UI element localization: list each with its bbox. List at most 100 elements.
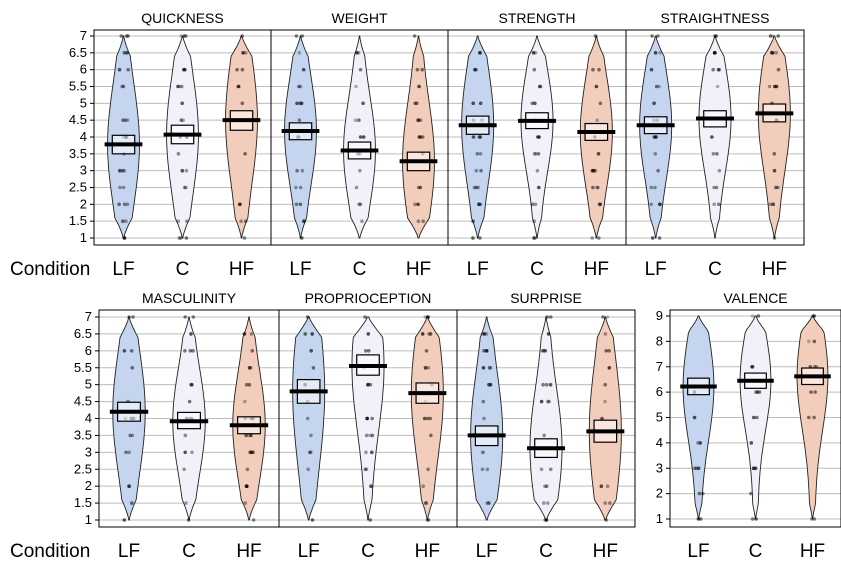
data-point (657, 202, 662, 207)
data-point (357, 202, 361, 207)
category-label: HF (229, 259, 254, 280)
data-point (717, 67, 721, 72)
data-point (294, 185, 298, 190)
data-point (420, 135, 425, 139)
data-point (295, 168, 299, 173)
data-point (424, 349, 429, 353)
data-point (180, 101, 184, 106)
data-point (191, 349, 195, 353)
data-point (130, 501, 134, 505)
data-point (418, 185, 423, 190)
data-point (649, 202, 653, 207)
data-point (120, 168, 125, 173)
data-point (127, 484, 132, 489)
data-point (591, 67, 595, 72)
data-point (122, 51, 127, 55)
data-point (369, 484, 374, 489)
y-tick-label: 3.5 (74, 427, 92, 442)
data-point (417, 135, 422, 139)
data-point (180, 168, 185, 173)
category-label: LF (289, 259, 311, 280)
data-point (548, 467, 553, 472)
data-point (126, 34, 130, 38)
data-point (809, 390, 813, 394)
data-point (772, 152, 777, 156)
data-point (239, 219, 243, 223)
data-point (249, 332, 254, 336)
data-point (600, 416, 604, 421)
panel-valence: LF C HF VALENCE 1 2 3 4 5 6 7 8 9 (656, 290, 841, 562)
data-point (184, 501, 188, 505)
data-point (533, 152, 538, 156)
data-point (415, 67, 420, 72)
y-tick-label: 3 (656, 460, 663, 475)
data-point (604, 518, 608, 522)
data-point (294, 34, 299, 38)
data-point (652, 135, 657, 139)
row-labels: Condition Condition (10, 259, 90, 562)
data-point (121, 185, 126, 190)
data-point (544, 518, 549, 522)
data-point (119, 34, 124, 38)
category-label: LF (476, 541, 498, 562)
panel-strength: LF C HF STRENGTH (447, 10, 627, 280)
y-tick-label: 1 (85, 512, 92, 527)
data-point (544, 518, 549, 522)
data-point (711, 67, 715, 72)
data-point (127, 484, 131, 489)
data-point (768, 34, 773, 38)
data-point (242, 332, 247, 336)
data-point (714, 34, 718, 38)
y-tick-label: 7 (85, 309, 92, 324)
data-point (603, 399, 607, 404)
data-point (249, 366, 253, 370)
panel-masculinity: LF C HF MASCULINITY 1 1.5 2 2.5 3 3.54 4.5 5 5.5 6 6.5… (74, 290, 280, 562)
category-label: HF (236, 541, 261, 562)
data-point (532, 67, 537, 72)
panel-title: STRENGTH (499, 10, 576, 26)
data-point (183, 433, 188, 438)
data-point (482, 416, 486, 421)
data-point (754, 517, 758, 521)
panel-title: PROPRIOCEPTION (305, 290, 432, 306)
data-point (184, 34, 188, 38)
data-point (311, 366, 316, 370)
y-tick-label: 1 (656, 511, 663, 526)
data-point (118, 168, 122, 173)
data-point (773, 84, 777, 89)
data-point (122, 202, 127, 207)
data-point (426, 518, 431, 522)
data-point (305, 315, 310, 319)
y-tick-label: 4.5 (74, 394, 92, 409)
data-point (183, 349, 187, 353)
data-point (530, 202, 535, 207)
data-point (242, 236, 247, 240)
data-point (485, 501, 490, 505)
data-point (244, 433, 248, 438)
panel-quickness: LF C HF QUICKNESS 1 1.5 22.5 3 3.5 4 4.5 55.5 6 6.5 7 (69, 10, 272, 280)
y-tick-label: 6.5 (74, 326, 92, 341)
data-point (130, 433, 135, 438)
data-point (813, 390, 817, 394)
data-point (480, 467, 485, 472)
data-point (812, 339, 817, 344)
data-point (812, 314, 816, 318)
data-point (543, 518, 547, 522)
category-label: LF (112, 259, 134, 280)
y-tick-label: 2.5 (69, 180, 87, 195)
category-label: LF (645, 259, 667, 280)
data-point (354, 185, 359, 190)
data-point (487, 366, 492, 370)
y-tick-label: 7 (80, 28, 87, 43)
data-point (652, 101, 656, 106)
data-point (657, 236, 662, 240)
data-point (301, 219, 306, 223)
y-tick-label: 2 (80, 196, 87, 211)
data-point (370, 416, 375, 421)
data-point (715, 152, 719, 156)
data-point (603, 332, 608, 336)
data-point (188, 349, 193, 353)
data-point (417, 84, 421, 89)
data-point (548, 382, 553, 387)
data-point (300, 168, 305, 173)
